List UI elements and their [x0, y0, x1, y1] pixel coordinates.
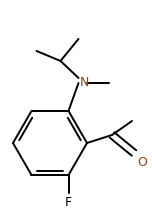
- Text: F: F: [65, 196, 72, 209]
- Text: N: N: [79, 76, 89, 89]
- Text: O: O: [137, 156, 147, 169]
